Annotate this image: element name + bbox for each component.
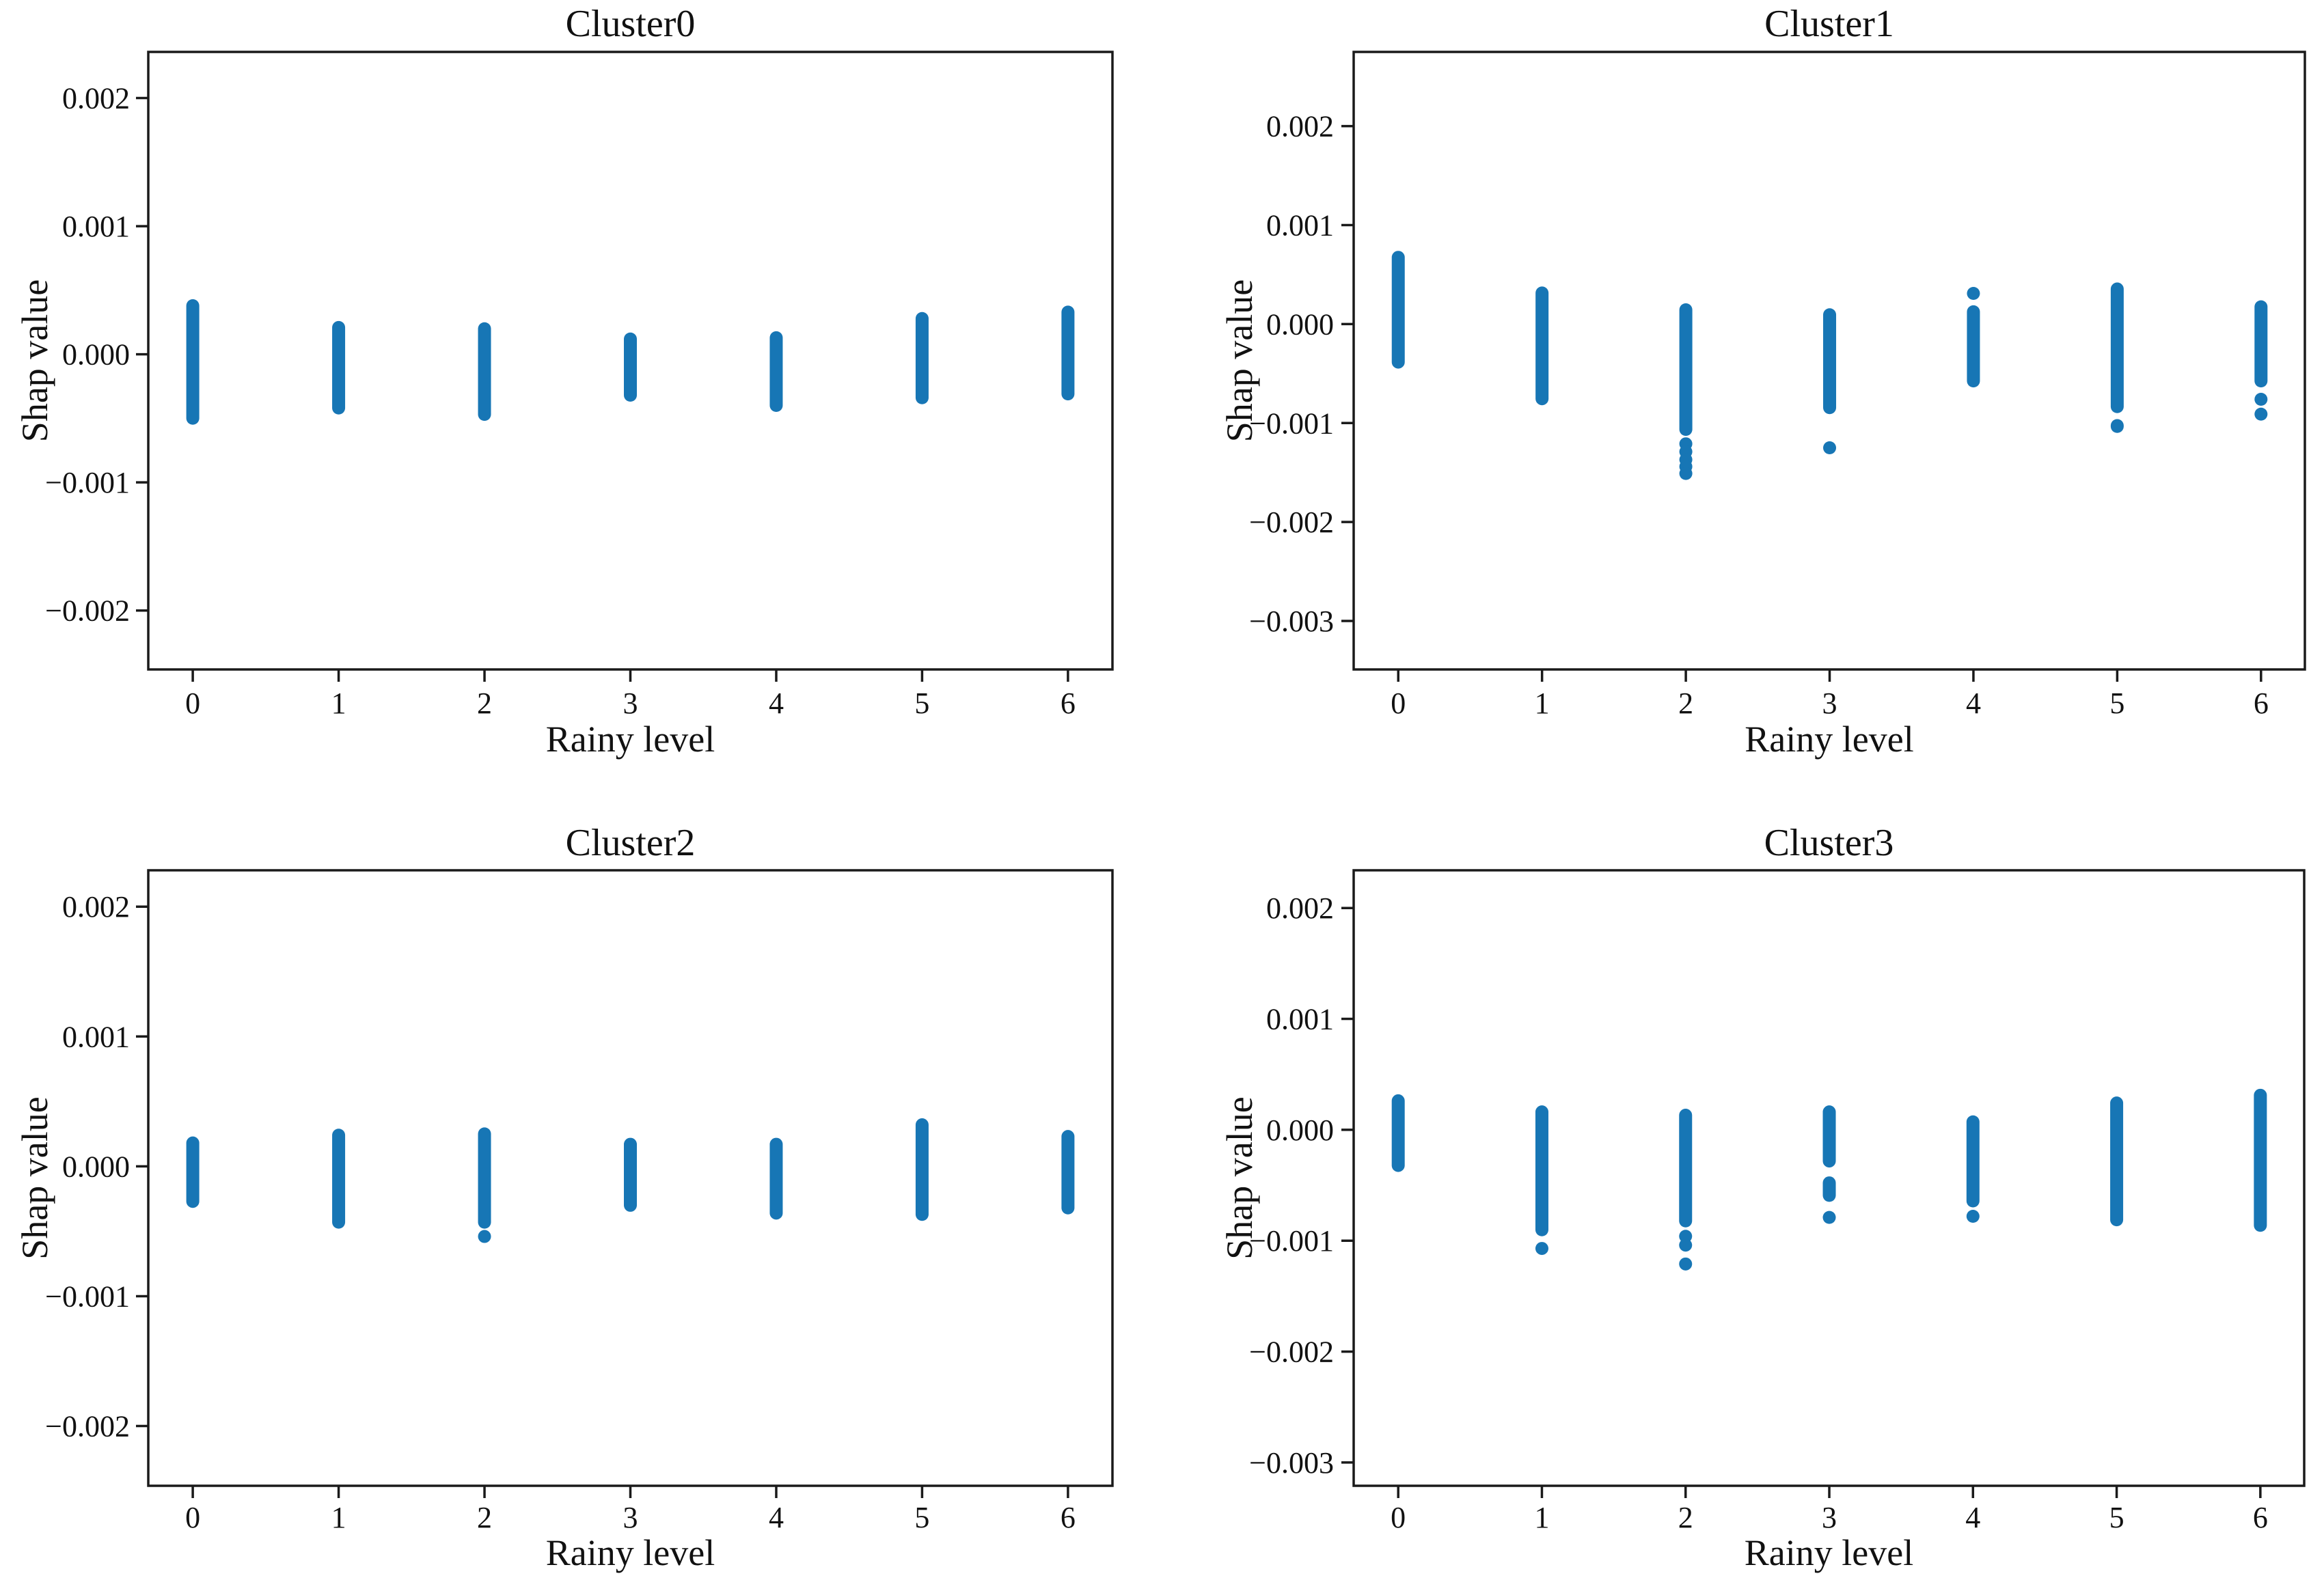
- y-tick-label: −0.002: [1249, 1335, 1334, 1369]
- scatter-point: [1822, 1210, 1836, 1224]
- x-tick-label: 6: [2253, 1501, 2268, 1534]
- x-tick-label: 4: [1966, 687, 1981, 720]
- x-tick-label: 6: [2254, 687, 2269, 720]
- y-axis-label: Shap value: [14, 279, 55, 442]
- x-tick-label: 2: [477, 687, 492, 720]
- chart-title: Cluster3: [1764, 822, 1894, 864]
- y-tick-label: 0.001: [62, 1020, 130, 1053]
- x-tick-label: 1: [1534, 1501, 1549, 1534]
- x-tick-label: 1: [1535, 687, 1550, 720]
- scatter-point: [1679, 1238, 1693, 1252]
- x-tick-label: 2: [1678, 687, 1693, 720]
- y-tick-label: −0.003: [1249, 605, 1334, 638]
- x-tick-label: 5: [914, 687, 929, 720]
- y-tick-label: −0.001: [1249, 1224, 1334, 1258]
- cluster-plot-2: 0.002 0.001 0.000 −0.001 −0.002 0 1 2 3 4 5 6 Cluste…: [14, 822, 1114, 1573]
- x-tick-label: 4: [769, 1501, 784, 1534]
- y-tick-label: −0.002: [1249, 506, 1334, 539]
- y-tick-label: 0.000: [62, 1150, 130, 1183]
- x-tick-label: 0: [1391, 1501, 1406, 1534]
- scatter-point: [1679, 1257, 1693, 1271]
- x-tick-label: 3: [1822, 1501, 1837, 1534]
- x-tick-label: 5: [2109, 1501, 2124, 1534]
- y-tick-label: −0.001: [45, 1279, 130, 1313]
- x-tick-label: 2: [1678, 1501, 1693, 1534]
- y-axis-label: Shap value: [1219, 279, 1260, 442]
- y-tick-label: 0.000: [1266, 1113, 1334, 1147]
- scatter-point: [1967, 286, 1980, 300]
- x-axis-label: Rainy level: [1745, 719, 1913, 760]
- y-tick-label: 0.000: [1266, 307, 1334, 341]
- y-tick-label: 0.002: [1266, 891, 1334, 925]
- x-axis-label: Rainy level: [546, 1532, 715, 1573]
- x-tick-label: 2: [477, 1501, 492, 1534]
- x-tick-label: 6: [1061, 687, 1076, 720]
- y-tick-label: −0.002: [45, 594, 130, 628]
- scatter-point: [2254, 393, 2268, 406]
- scatter-point: [1535, 1242, 1548, 1256]
- y-tick-label: −0.002: [45, 1410, 130, 1443]
- scatter-point: [1679, 467, 1693, 480]
- y-tick-label: 0.002: [62, 890, 130, 924]
- scatter-point: [1679, 1230, 1693, 1243]
- y-tick-label: −0.003: [1249, 1446, 1334, 1480]
- y-tick-label: 0.002: [62, 82, 130, 115]
- x-tick-label: 0: [1391, 687, 1406, 720]
- x-tick-label: 6: [1061, 1501, 1076, 1534]
- x-tick-label: 0: [185, 687, 200, 720]
- x-tick-label: 3: [623, 687, 638, 720]
- x-axis-label: Rainy level: [546, 719, 715, 760]
- cluster-plot-3: 0.002 0.001 0.000 −0.001 −0.002 −0.003 0 1 2 3 4 5 6…: [1219, 822, 2306, 1573]
- cluster-plot-0: 0.002 0.001 0.000 −0.001 −0.002 0 1 2 3 4 5 6 Cluste…: [14, 3, 1114, 760]
- y-tick-label: 0.001: [1266, 209, 1334, 243]
- scatter-point: [2254, 407, 2268, 421]
- y-tick-label: −0.001: [45, 466, 130, 499]
- y-axis-label: Shap value: [14, 1096, 55, 1259]
- y-tick-label: 0.001: [62, 210, 130, 243]
- scatter-point: [1823, 441, 1837, 454]
- cluster-plot-1: 0.002 0.001 0.000 −0.001 −0.002 −0.003 0 1 2 3 4 5 6…: [1219, 3, 2306, 760]
- x-tick-label: 1: [331, 687, 346, 720]
- y-axis-label: Shap value: [1219, 1096, 1260, 1259]
- chart-title: Cluster0: [566, 3, 696, 45]
- y-tick-label: 0.001: [1266, 1003, 1334, 1036]
- x-tick-label: 4: [769, 687, 784, 720]
- x-tick-label: 5: [914, 1501, 929, 1534]
- x-tick-label: 3: [623, 1501, 638, 1534]
- y-tick-label: 0.002: [1266, 110, 1334, 143]
- x-axis-label: Rainy level: [1745, 1532, 1913, 1573]
- x-tick-label: 0: [185, 1501, 200, 1534]
- chart-title: Cluster1: [1764, 3, 1894, 45]
- y-tick-label: −0.001: [1249, 406, 1334, 440]
- x-tick-label: 3: [1822, 687, 1837, 720]
- x-tick-label: 5: [2109, 687, 2124, 720]
- x-tick-label: 1: [331, 1501, 346, 1534]
- scatter-point: [478, 1230, 491, 1243]
- x-tick-label: 4: [1965, 1501, 1980, 1534]
- y-tick-label: 0.000: [62, 338, 130, 372]
- scatter-point: [1966, 1210, 1980, 1223]
- chart-title: Cluster2: [566, 822, 696, 864]
